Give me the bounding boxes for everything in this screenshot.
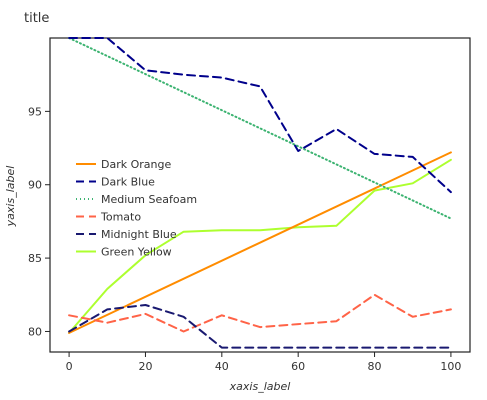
legend-label: Tomato	[100, 211, 141, 224]
chart-title: title	[24, 11, 49, 26]
y-axis: 80 85 90 95	[28, 105, 50, 338]
legend: Dark Orange Dark Blue Medium Seafoam Tomato…	[76, 158, 197, 259]
x-tick-label: 0	[66, 360, 73, 373]
legend-label: Medium Seafoam	[101, 193, 197, 206]
y-tick-label: 85	[28, 252, 42, 265]
x-tick-label: 60	[291, 360, 305, 373]
series-line-medium-seafoam	[68, 37, 452, 220]
series-line-dark-orange	[68, 151, 452, 334]
series-lines	[68, 37, 452, 349]
legend-label: Dark Blue	[101, 176, 155, 189]
series-line-tomato	[68, 293, 452, 333]
series-line-midnight-blue	[68, 304, 452, 349]
x-tick-label: 80	[368, 360, 382, 373]
x-tick-label: 20	[138, 360, 152, 373]
legend-label: Dark Orange	[101, 158, 171, 171]
legend-label: Green Yellow	[101, 246, 172, 259]
y-tick-label: 90	[28, 179, 42, 192]
y-axis-label: yaxis_label	[4, 166, 17, 228]
x-axis-label: xaxis_label	[229, 380, 291, 393]
x-tick-label: 40	[215, 360, 229, 373]
series-line-dark-blue	[68, 37, 452, 194]
plot-frame	[49, 37, 471, 353]
x-tick-label: 100	[440, 360, 461, 373]
legend-label: Midnight Blue	[101, 228, 177, 241]
x-axis: 0 20 40 60 80 100	[66, 352, 461, 373]
y-tick-label: 95	[28, 105, 42, 118]
y-tick-label: 80	[28, 325, 42, 338]
